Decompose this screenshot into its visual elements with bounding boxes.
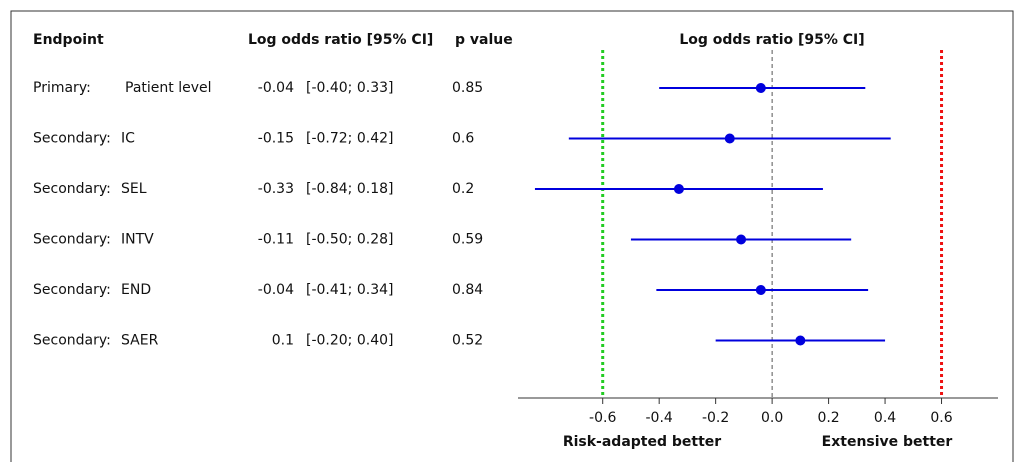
p-value: 0.2 bbox=[452, 181, 474, 197]
x-tick-label: 0.0 bbox=[761, 410, 783, 426]
endpoint-name: Patient level bbox=[125, 80, 212, 96]
right-label: Extensive better bbox=[822, 434, 953, 450]
point-estimate bbox=[724, 133, 735, 144]
estimate: -0.11 bbox=[258, 232, 294, 248]
p-value: 0.6 bbox=[452, 131, 474, 147]
point-estimate bbox=[755, 285, 766, 295]
endpoint-type: Secondary: bbox=[33, 131, 111, 147]
estimate: -0.33 bbox=[258, 181, 294, 197]
header-estimate: Log odds ratio [95% CI] bbox=[248, 32, 433, 48]
ci-label: [-0.84; 0.18] bbox=[306, 181, 394, 197]
ci-label: [-0.40; 0.33] bbox=[306, 80, 394, 96]
p-value: 0.52 bbox=[452, 333, 483, 349]
x-tick-label: 0.6 bbox=[930, 410, 952, 426]
x-tick-label: -0.6 bbox=[589, 410, 616, 426]
endpoint-type: Secondary: bbox=[33, 282, 111, 298]
estimate: 0.1 bbox=[272, 333, 294, 349]
point-estimate bbox=[736, 234, 747, 245]
endpoint-type: Secondary: bbox=[33, 181, 111, 197]
x-tick-label: -0.4 bbox=[646, 410, 673, 426]
endpoint-name: IC bbox=[121, 131, 135, 147]
endpoint-type: Primary: bbox=[33, 80, 91, 96]
left-label: Risk-adapted better bbox=[563, 434, 721, 450]
ci-label: [-0.20; 0.40] bbox=[306, 333, 394, 349]
endpoint-type: Secondary: bbox=[33, 232, 111, 248]
x-tick-label: 0.4 bbox=[874, 410, 896, 426]
endpoint-name: SEL bbox=[121, 181, 147, 197]
endpoint-type: Secondary: bbox=[33, 333, 111, 349]
x-tick-label: -0.2 bbox=[702, 410, 729, 426]
endpoint-name: SAER bbox=[121, 333, 159, 349]
p-value: 0.85 bbox=[452, 80, 483, 96]
ci-label: [-0.50; 0.28] bbox=[306, 232, 394, 248]
p-value: 0.59 bbox=[452, 232, 483, 248]
p-value: 0.84 bbox=[452, 282, 483, 298]
point-estimate bbox=[755, 83, 766, 93]
ci-label: [-0.41; 0.34] bbox=[306, 282, 394, 298]
estimate: -0.04 bbox=[258, 282, 294, 298]
ci-label: [-0.72; 0.42] bbox=[306, 131, 394, 147]
point-estimate bbox=[795, 335, 806, 346]
point-estimate bbox=[673, 184, 684, 194]
plot-title: Log odds ratio [95% CI] bbox=[679, 32, 864, 48]
x-tick-label: 0.2 bbox=[817, 410, 839, 426]
estimate: -0.04 bbox=[258, 80, 294, 96]
header-p: p value bbox=[455, 32, 513, 48]
estimate: -0.15 bbox=[258, 131, 294, 147]
endpoint-name: INTV bbox=[121, 232, 154, 248]
header-endpoint: Endpoint bbox=[33, 32, 104, 48]
frame bbox=[10, 10, 1014, 462]
endpoint-name: END bbox=[121, 282, 151, 298]
